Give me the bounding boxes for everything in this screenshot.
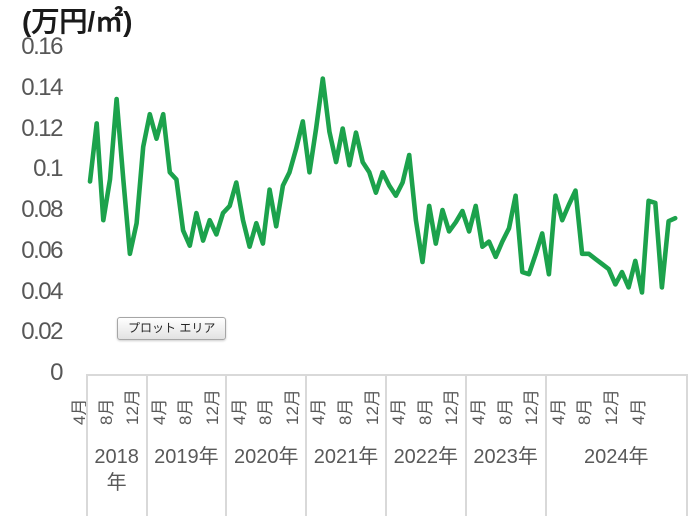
- y-axis-tick-label: 0.14: [21, 73, 63, 101]
- x-axis-month-label: 8月: [575, 398, 595, 425]
- x-axis-year-label: 2020年: [233, 446, 299, 468]
- year-group-separator: [145, 374, 148, 516]
- x-axis-month-label: 4月: [469, 398, 488, 425]
- x-axis-month-label: 12月: [123, 389, 143, 425]
- x-axis-month-label: 4月: [309, 398, 329, 425]
- x-axis-month-label: 12月: [282, 389, 302, 425]
- x-axis-year-label: 2021年: [313, 446, 379, 468]
- year-group-separator: [544, 374, 547, 516]
- axis-unit-label: (万円/㎡): [22, 6, 133, 37]
- year-group-separator: [464, 374, 467, 516]
- x-axis-month-label: 12月: [522, 389, 542, 425]
- x-axis-month-label: 8月: [176, 398, 196, 425]
- year-group-separator: [85, 374, 88, 516]
- x-axis-month-label: 8月: [96, 398, 116, 425]
- y-axis-tick-label: 0.06: [21, 236, 63, 264]
- x-axis-month-label: 4月: [229, 398, 249, 425]
- x-axis-month-label: 4月: [548, 398, 568, 425]
- x-axis-year-label: 2022年: [393, 446, 459, 468]
- x-axis-year-label: 2018年: [94, 446, 139, 494]
- year-group-separator: [305, 374, 308, 516]
- y-axis-tick-label: 0: [50, 359, 63, 386]
- y-axis-tick-label: 0.02: [21, 318, 63, 346]
- year-group-separator: [225, 374, 228, 516]
- y-axis-tick-label: 0.04: [21, 277, 63, 305]
- x-axis-year-label: 2023年: [473, 446, 538, 468]
- x-axis-month-label: 8月: [415, 398, 435, 425]
- y-axis-tick-label: 0.1: [33, 155, 63, 183]
- x-axis-month-label: 12月: [602, 389, 621, 425]
- y-axis-tick-label: 0.16: [21, 33, 63, 60]
- y-axis-tick-label: 0.08: [21, 196, 63, 223]
- year-group-separator: [384, 374, 387, 516]
- x-axis-month-label: 8月: [336, 398, 355, 425]
- year-group-separator: [686, 374, 688, 516]
- x-axis-year-label: 2024年: [584, 446, 649, 468]
- price-line-series[interactable]: [87, 76, 678, 295]
- x-axis-month-label: 12月: [442, 389, 462, 425]
- y-axis-tick-label: 0.12: [21, 114, 63, 142]
- x-axis-month-label: 4月: [628, 398, 648, 425]
- x-axis-month-label: 12月: [362, 389, 382, 425]
- x-axis-month-label: 8月: [256, 398, 276, 425]
- x-axis-month-label: 8月: [495, 398, 515, 425]
- x-axis-month-label: 4月: [389, 398, 409, 425]
- plot-area-tooltip: プロット エリア: [117, 317, 227, 340]
- x-axis-month-label: 12月: [203, 389, 222, 425]
- x-axis-year-label: 2019年: [154, 446, 219, 468]
- x-axis-month-label: 4月: [149, 398, 169, 425]
